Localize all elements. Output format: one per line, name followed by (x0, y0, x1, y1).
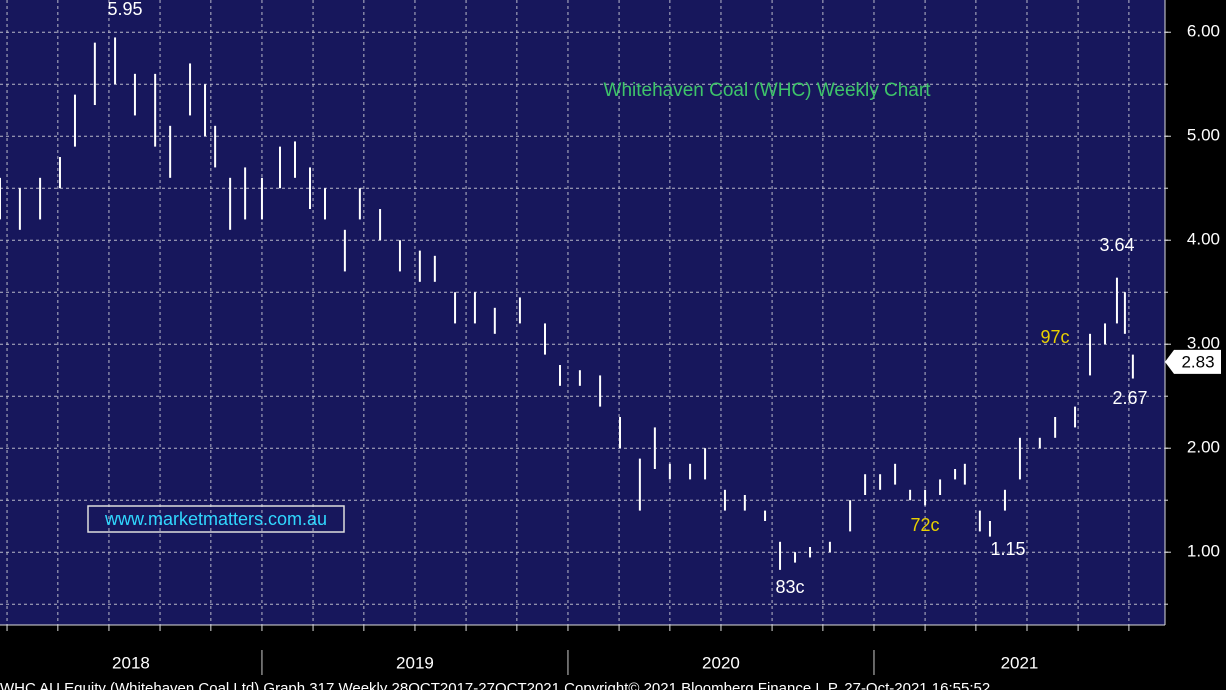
annotation: 3.64 (1099, 235, 1134, 255)
footer: WHC AU Equity (Whitehaven Coal Ltd) Grap… (0, 680, 990, 690)
y-tick-label: 4.00 (1187, 230, 1220, 249)
y-tick-label: 1.00 (1187, 542, 1220, 561)
watermark: www.marketmatters.com.au (104, 509, 327, 529)
chart-title: Whitehaven Coal (WHC) Weekly Chart (604, 80, 932, 101)
y-tick-label: 5.00 (1187, 126, 1220, 145)
annotation: 97c (1040, 327, 1069, 347)
annotation: 72c (910, 515, 939, 535)
annotation: 5.95 (107, 0, 142, 19)
annotation: 83c (775, 577, 804, 597)
x-tick-label: 2020 (702, 653, 740, 672)
last-price-box (1165, 349, 1221, 374)
x-tick-label: 2021 (1001, 653, 1039, 672)
y-tick-label: 3.00 (1187, 334, 1220, 353)
last-price-label: 2.83 (1181, 352, 1214, 371)
y-tick-label: 6.00 (1187, 22, 1220, 41)
plot-area (0, 0, 1165, 625)
annotation: 1.15 (990, 539, 1025, 559)
x-tick-label: 2019 (396, 653, 434, 672)
watermark-box (87, 505, 345, 533)
annotation: 2.67 (1112, 388, 1147, 408)
x-tick-label: 2018 (112, 653, 150, 672)
y-tick-label: 2.00 (1187, 438, 1220, 457)
